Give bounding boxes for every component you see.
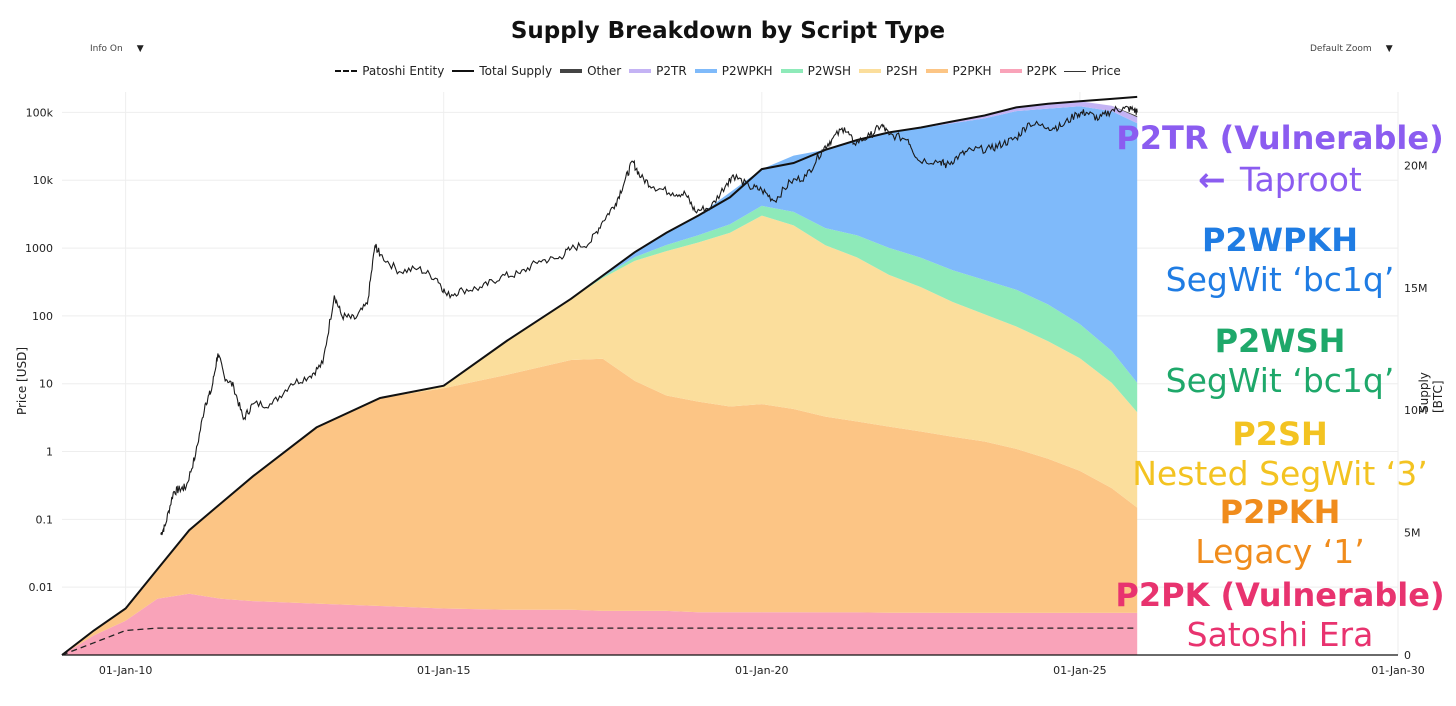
x-tick-label: 01-Jan-15 — [417, 664, 471, 677]
annotation-subtitle: SegWit ‘bc1q’ — [1165, 260, 1395, 299]
legend-item-p2pk[interactable]: P2PK — [999, 64, 1057, 78]
chevron-down-icon: ▼ — [136, 44, 144, 54]
legend-label: P2WSH — [807, 64, 851, 78]
y-tick-label-price: 1 — [46, 446, 53, 459]
legend-swatch — [560, 69, 583, 73]
legend-item-p2tr[interactable]: P2TR — [629, 64, 687, 78]
annotation-title: P2PK (Vulnerable) — [1115, 576, 1445, 614]
y-tick-label-price: 10 — [39, 378, 53, 391]
annotation-title: P2SH — [1232, 415, 1328, 453]
x-tick-label: 01-Jan-10 — [99, 664, 153, 677]
y-tick-label-price: 0.1 — [36, 513, 54, 526]
annotation-title: P2TR (Vulnerable) — [1116, 119, 1444, 157]
legend-swatch — [629, 69, 652, 73]
arrow-left-icon: ← — [1198, 160, 1226, 199]
y-tick-label-supply: 10M — [1404, 404, 1428, 417]
legend-label: Other — [587, 64, 622, 78]
legend-label: P2PK — [1026, 64, 1057, 78]
y-tick-label-price: 1000 — [25, 242, 53, 255]
y-tick-label-supply: 20M — [1404, 159, 1428, 172]
chevron-down-icon: ▼ — [1385, 44, 1393, 54]
annotation-p2wpkh: P2WPKH SegWit ‘bc1q’ — [1112, 224, 1448, 296]
legend-swatch — [452, 70, 475, 72]
annotation-title: P2WSH — [1214, 322, 1346, 360]
zoom-label: Default Zoom — [1310, 44, 1372, 54]
legend-label: P2TR — [656, 64, 687, 78]
legend-swatch — [858, 69, 881, 73]
annotation-subtitle-text: Taproot — [1239, 160, 1362, 199]
legend-swatch — [694, 69, 717, 73]
chart-title: Supply Breakdown by Script Type — [510, 18, 946, 44]
annotation-title: P2PKH — [1219, 493, 1341, 531]
annotation-p2sh: P2SH Nested SegWit ‘3’ — [1112, 418, 1448, 490]
annotation-subtitle: ← Taproot — [1112, 163, 1448, 196]
legend-item-p2sh[interactable]: P2SH — [858, 64, 918, 78]
legend-swatch — [1064, 70, 1087, 72]
annotation-p2pk: P2PK (Vulnerable) Satoshi Era — [1112, 579, 1448, 651]
legend-item-patoshi[interactable]: Patoshi Entity — [335, 64, 444, 78]
area-p2pkh — [62, 358, 1138, 655]
area-p2sh — [62, 215, 1138, 655]
annotation-subtitle: SegWit ‘bc1q’ — [1165, 361, 1395, 400]
legend-swatch — [780, 69, 803, 73]
price-line — [160, 105, 1138, 536]
legend-label: P2SH — [885, 64, 918, 78]
annotation-p2wsh: P2WSH SegWit ‘bc1q’ — [1112, 325, 1448, 397]
annotation-subtitle: Nested SegWit ‘3’ — [1132, 454, 1428, 493]
y-tick-label-supply: 15M — [1404, 282, 1428, 295]
area-p2wpkh — [62, 106, 1138, 655]
legend-label: Price — [1091, 64, 1121, 78]
y-tick-label-price: 0.01 — [29, 581, 54, 594]
annotation-subtitle: Legacy ‘1’ — [1195, 532, 1365, 571]
x-tick-label: 01-Jan-30 — [1371, 664, 1425, 677]
legend-swatch — [335, 70, 358, 72]
legend-item-price[interactable]: Price — [1064, 64, 1121, 78]
annotation-p2pkh: P2PKH Legacy ‘1’ — [1112, 496, 1448, 568]
y-tick-label-price: 100k — [26, 106, 54, 119]
legend-label: P2PKH — [952, 64, 992, 78]
annotation-subtitle: Satoshi Era — [1186, 615, 1374, 654]
legend-item-p2wsh[interactable]: P2WSH — [780, 64, 851, 78]
legend-label: Patoshi Entity — [362, 64, 445, 78]
zoom-dropdown[interactable]: Default Zoom ▼ — [1310, 44, 1393, 54]
annotation-p2tr: P2TR (Vulnerable) ← Taproot — [1112, 122, 1448, 196]
y-tick-label-supply: 0 — [1404, 649, 1411, 662]
legend-swatch — [925, 69, 948, 73]
x-tick-label: 01-Jan-25 — [1053, 664, 1107, 677]
legend-item-p2wpkh[interactable]: P2WPKH — [694, 64, 773, 78]
area-p2pk — [62, 593, 1138, 655]
y-tick-label-supply: 5M — [1404, 527, 1421, 540]
legend-label: Total Supply — [479, 64, 553, 78]
legend-item-other[interactable]: Other — [560, 64, 621, 78]
total-supply-line — [61, 95, 1138, 656]
legend-item-total-supply[interactable]: Total Supply — [452, 64, 552, 78]
legend-item-p2pkh[interactable]: P2PKH — [925, 64, 992, 78]
chart-legend: Patoshi Entity Total Supply Other P2TR P… — [0, 64, 1456, 78]
patoshi-line — [61, 627, 1138, 656]
y-axis-left-label: Price [USD] — [15, 346, 30, 416]
y-tick-label-price: 100 — [32, 310, 53, 323]
info-toggle-label: Info On — [90, 44, 123, 54]
x-tick-label: 01-Jan-20 — [735, 664, 789, 677]
legend-swatch — [999, 69, 1022, 73]
y-tick-label-price: 10k — [33, 174, 54, 187]
annotation-title: P2WPKH — [1201, 221, 1359, 259]
info-toggle-dropdown[interactable]: Info On ▼ — [90, 44, 144, 54]
legend-label: P2WPKH — [721, 64, 773, 78]
